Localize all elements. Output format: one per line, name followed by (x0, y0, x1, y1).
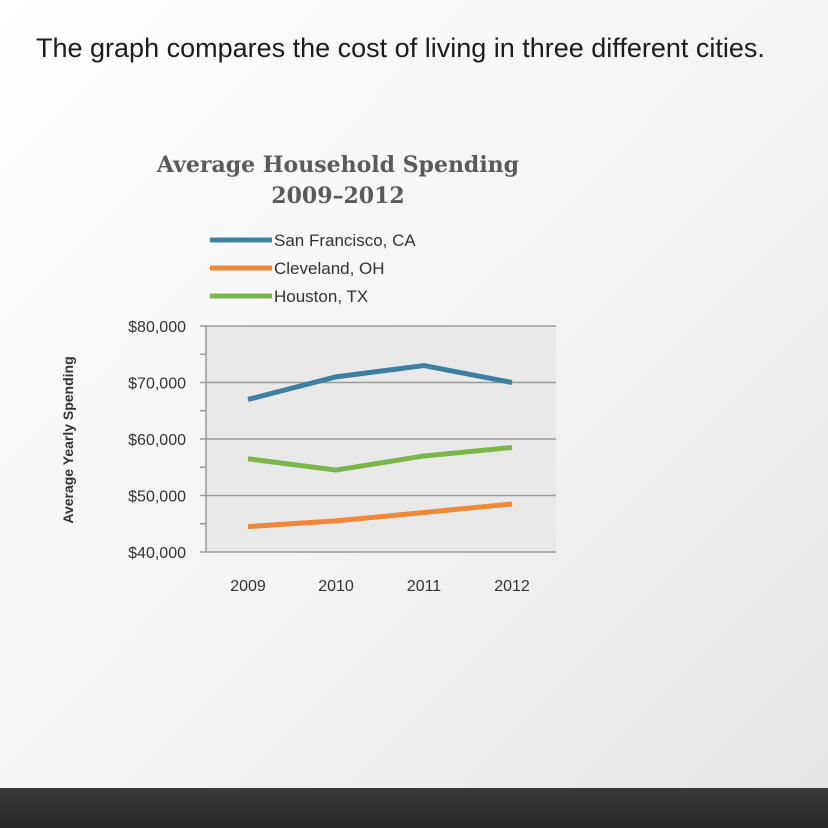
y-axis-label: Average Yearly Spending (60, 356, 76, 523)
x-tick-label: 2012 (494, 578, 530, 595)
monitor-bezel (0, 788, 828, 828)
line-chart: Average Household Spending 2009–2012 San… (60, 152, 556, 595)
series-line-2 (247, 444, 513, 473)
x-tick-label: 2009 (230, 578, 266, 595)
y-tick-label: $60,000 (128, 432, 186, 449)
y-tick-label: $40,000 (128, 545, 186, 562)
y-axis-ticks: $40,000 $50,000 $60,000 $70,000 $80,000 (128, 319, 186, 562)
chart-subtitle: 2009–2012 (271, 183, 404, 209)
x-axis-ticks: 2009 2010 2011 2012 (230, 578, 530, 595)
series-lines (247, 363, 513, 530)
y-tick-label: $70,000 (128, 376, 186, 393)
x-tick-label: 2011 (407, 578, 442, 595)
chart-title: Average Household Spending (156, 152, 519, 178)
legend-label: Cleveland, OH (274, 259, 385, 278)
series-line-0 (247, 363, 513, 402)
y-tick-label: $80,000 (128, 319, 186, 336)
legend-label: San Francisco, CA (274, 231, 416, 250)
series-line-1 (247, 501, 513, 530)
chart-legend: San Francisco, CA Cleveland, OH Houston, T… (210, 231, 416, 306)
y-tick-label: $50,000 (128, 489, 186, 506)
gridlines (200, 325, 556, 553)
legend-label: Houston, TX (274, 287, 368, 306)
question-text: The graph compares the cost of living in… (36, 33, 765, 63)
x-tick-label: 2010 (318, 578, 354, 595)
